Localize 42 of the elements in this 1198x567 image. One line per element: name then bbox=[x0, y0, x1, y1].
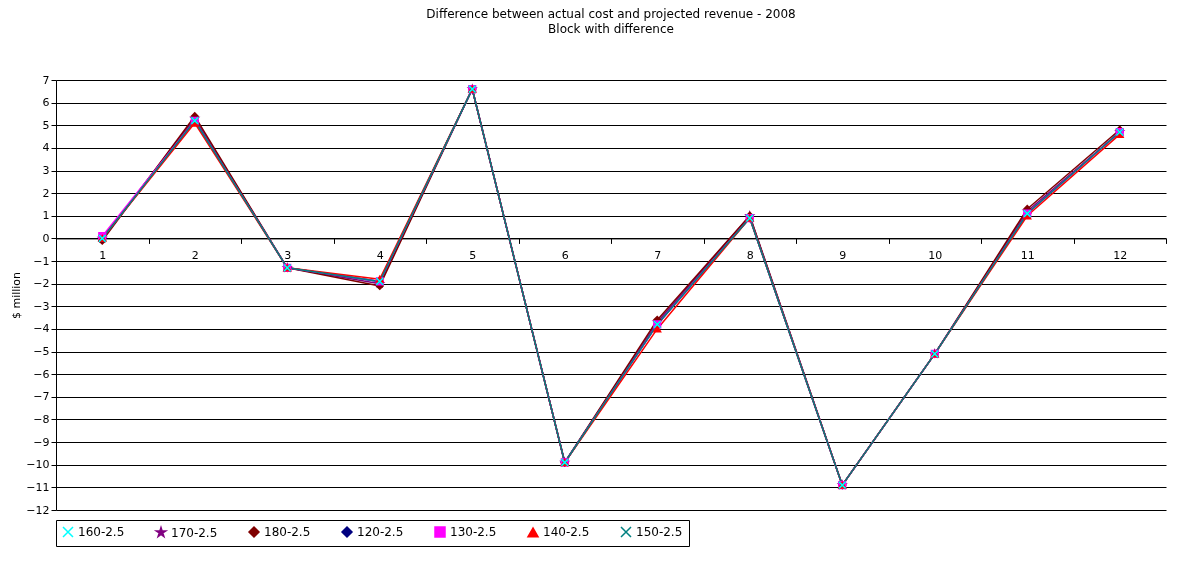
x-tick-label: 6 bbox=[561, 248, 569, 262]
legend-label: 160-2.5 bbox=[78, 525, 125, 539]
x-tick-label: 9 bbox=[839, 248, 847, 262]
x-tick-label: 11 bbox=[1020, 248, 1035, 262]
y-axis-title: $ million bbox=[10, 271, 24, 320]
y-tick-label: −6 bbox=[33, 367, 50, 381]
chart-title: Difference between actual cost and projected revenue - 2008 bbox=[426, 7, 796, 21]
y-tick-label: 0 bbox=[42, 231, 50, 245]
y-tick-label: 7 bbox=[42, 73, 50, 87]
x-tick-label: 8 bbox=[746, 248, 754, 262]
x-tick-label: 10 bbox=[928, 248, 943, 262]
legend-label: 120-2.5 bbox=[357, 525, 404, 539]
y-tick-label: 2 bbox=[42, 186, 50, 200]
legend-label: 170-2.5 bbox=[171, 525, 218, 540]
x-tick-label: 1 bbox=[99, 248, 107, 262]
y-tick-label: 1 bbox=[42, 209, 50, 223]
y-tick-label: −12 bbox=[26, 503, 50, 517]
y-tick-label: −11 bbox=[26, 480, 50, 494]
x-tick-label: 2 bbox=[191, 248, 199, 262]
x-tick-label: 3 bbox=[284, 248, 292, 262]
legend-label: 140-2.5 bbox=[543, 525, 590, 540]
y-tick-label: −9 bbox=[33, 435, 50, 449]
legend-label: 130-2.5 bbox=[450, 525, 497, 539]
y-tick-label: 5 bbox=[42, 118, 50, 132]
y-tick-label: 6 bbox=[42, 96, 50, 110]
y-tick-label: 3 bbox=[42, 164, 50, 178]
x-tick-label: 7 bbox=[654, 248, 662, 262]
x-tick-label: 4 bbox=[376, 248, 384, 262]
y-tick-label: −1 bbox=[33, 254, 50, 268]
y-tick-label: −7 bbox=[33, 390, 50, 404]
x-tick-label: 5 bbox=[469, 248, 477, 262]
y-tick-label: 4 bbox=[42, 141, 50, 155]
y-tick-label: −3 bbox=[33, 299, 50, 313]
legend-label: 150-2.5 bbox=[636, 525, 683, 539]
legend-label: 180-2.5 bbox=[264, 525, 311, 539]
x-tick-label: 12 bbox=[1113, 248, 1128, 262]
y-tick-label: −5 bbox=[33, 345, 50, 359]
y-tick-label: −4 bbox=[33, 322, 50, 336]
y-tick-label: −8 bbox=[33, 412, 50, 426]
y-tick-label: −10 bbox=[26, 458, 50, 472]
chart-subtitle: Block with difference bbox=[548, 22, 674, 36]
y-tick-label: −2 bbox=[33, 277, 50, 291]
